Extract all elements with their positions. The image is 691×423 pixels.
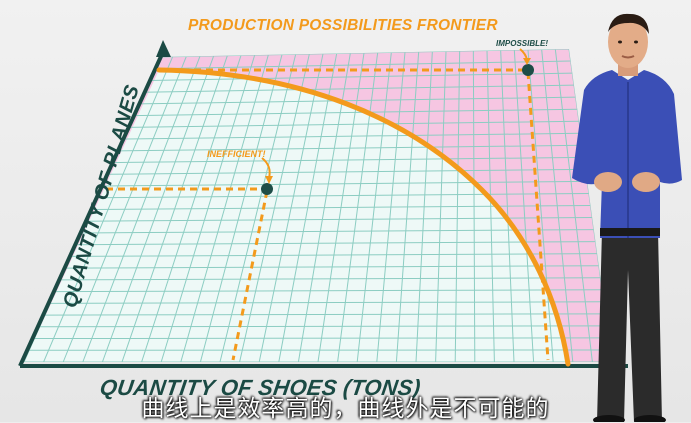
y-axis-arrow xyxy=(156,40,171,57)
grid-line-horizontal xyxy=(34,338,608,339)
chart-title: PRODUCTION POSSIBILITIES FRONTIER xyxy=(188,17,498,35)
inefficient-label: INEFFICIENT! xyxy=(207,149,266,159)
video-subtitle: 曲线上是效率高的，曲线外是不可能的 xyxy=(0,389,691,423)
presenter xyxy=(562,10,691,422)
impossible-label: IMPOSSIBLE! xyxy=(496,39,548,48)
inefficient-point xyxy=(261,183,273,195)
presenter-belt xyxy=(600,228,660,236)
presenter-hand-left xyxy=(594,172,622,192)
impossible-point xyxy=(522,64,534,76)
presenter-hand-right xyxy=(632,172,660,192)
